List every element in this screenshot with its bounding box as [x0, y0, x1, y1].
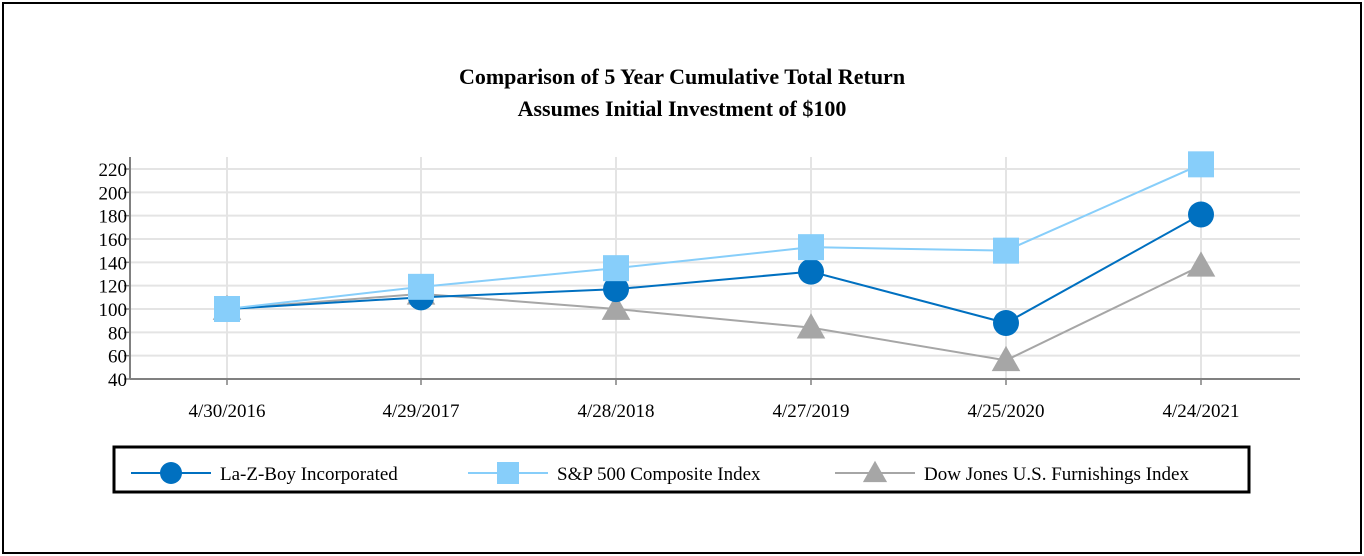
square-marker — [214, 296, 240, 322]
series-triangle — [212, 251, 1216, 372]
x-axis-ticks: 4/30/2016 4/29/2017 4/28/2018 4/27/2019 4/25… — [188, 379, 1240, 422]
series-layer — [212, 151, 1216, 372]
triangle-marker — [1186, 251, 1216, 277]
x-tick-label: 4/25/2020 — [967, 401, 1044, 422]
y-tick-label: 60 — [108, 347, 127, 368]
square-marker — [1188, 151, 1214, 178]
square-marker — [408, 273, 434, 300]
legend-label: S&P 500 Composite Index — [557, 464, 761, 485]
legend-entry: S&P 500 Composite Index — [468, 462, 761, 485]
square-marker — [497, 462, 519, 484]
series-square — [214, 151, 1214, 322]
y-tick-label: 80 — [108, 323, 127, 344]
y-tick-label: 120 — [99, 277, 128, 298]
axes — [129, 157, 1300, 380]
circle-marker — [160, 462, 182, 484]
y-tick-label: 100 — [99, 300, 128, 321]
chart-subtitle: Assumes Initial Investment of $100 — [518, 96, 847, 121]
triangle-marker — [796, 313, 826, 339]
x-tick-label: 4/30/2016 — [188, 401, 265, 422]
square-marker — [798, 234, 824, 261]
x-tick-label: 4/28/2018 — [577, 401, 654, 422]
series-circle — [214, 201, 1214, 336]
grid-lines — [130, 157, 1300, 379]
legend-entry: La-Z-Boy Incorporated — [131, 462, 398, 485]
circle-marker — [603, 276, 629, 303]
y-tick-label: 160 — [99, 230, 128, 251]
x-tick-label: 4/27/2019 — [772, 401, 849, 422]
series-line — [226, 163, 1202, 310]
circle-marker — [1188, 201, 1214, 228]
legend-label: Dow Jones U.S. Furnishings Index — [924, 464, 1189, 485]
y-tick-label: 220 — [99, 160, 128, 181]
square-marker — [603, 255, 629, 282]
circle-marker — [798, 258, 824, 285]
legend-label: La-Z-Boy Incorporated — [220, 464, 398, 485]
y-tick-label: 40 — [108, 370, 127, 391]
square-marker — [993, 237, 1019, 264]
x-tick-label: 4/24/2021 — [1162, 401, 1239, 422]
triangle-marker — [991, 345, 1021, 372]
y-tick-label: 200 — [99, 183, 128, 204]
y-tick-label: 140 — [99, 253, 128, 274]
circle-marker — [993, 310, 1019, 336]
triangle-marker — [862, 460, 888, 483]
chart-title: Comparison of 5 Year Cumulative Total Re… — [459, 64, 905, 89]
legend: La-Z-Boy Incorporated S&P 500 Composite I… — [112, 445, 1251, 494]
x-tick-label: 4/29/2017 — [382, 401, 459, 422]
legend-entry: Dow Jones U.S. Furnishings Index — [835, 460, 1189, 485]
legend-box — [112, 445, 1251, 494]
y-tick-label: 180 — [99, 207, 128, 228]
triangle-marker — [601, 294, 631, 320]
series-line — [226, 213, 1202, 325]
series-line — [226, 264, 1202, 362]
